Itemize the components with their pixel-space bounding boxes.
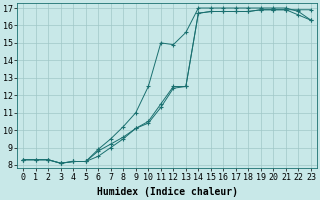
- X-axis label: Humidex (Indice chaleur): Humidex (Indice chaleur): [97, 187, 237, 197]
